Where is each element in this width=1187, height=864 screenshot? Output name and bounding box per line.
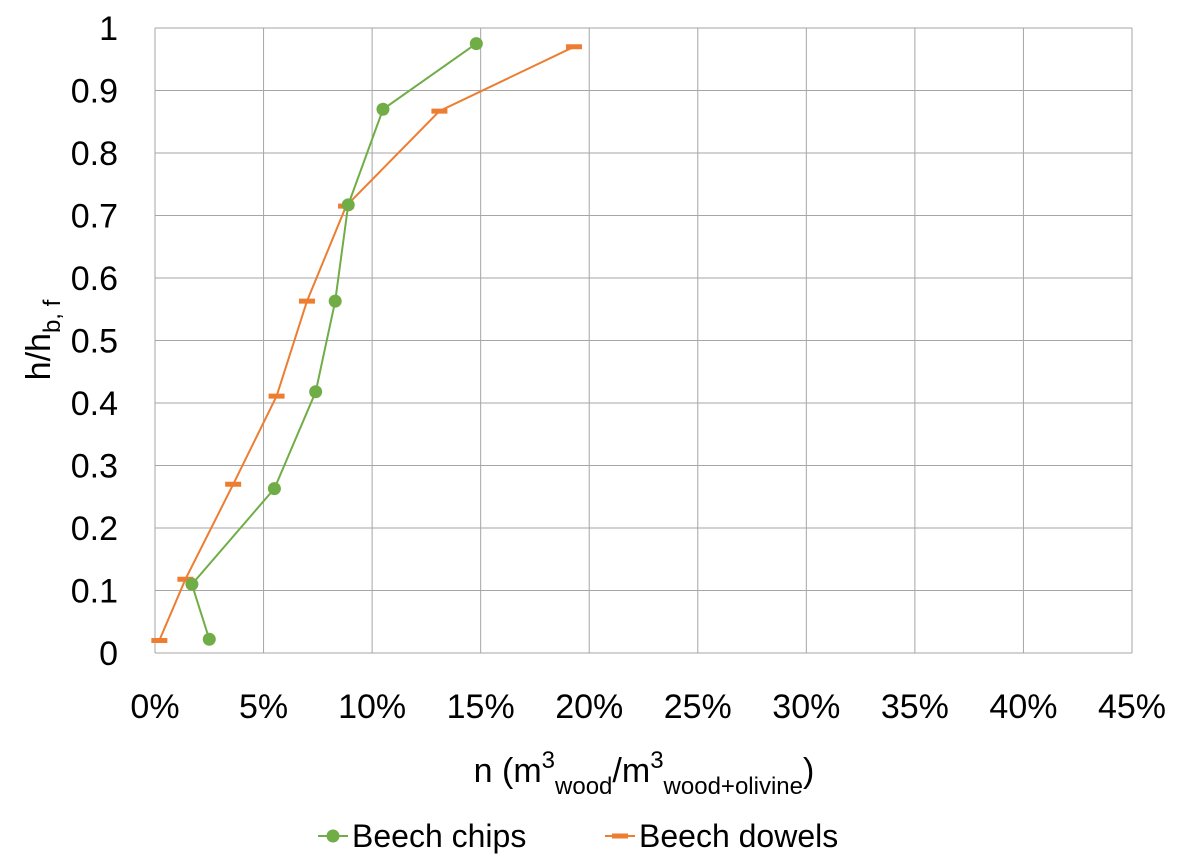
legend-marker bbox=[326, 829, 340, 843]
x-tick-labels: 0% 5% 10% 15% 20% 25% 30% 35% 40% 45% bbox=[130, 688, 1166, 726]
data-point-beech-dowels bbox=[566, 44, 583, 50]
data-point-beech-dowels bbox=[268, 393, 285, 399]
x-tick-label: 10% bbox=[338, 688, 406, 726]
legend-item-beech-dowels: Beech dowels bbox=[605, 818, 838, 854]
y-tick-label: 0.5 bbox=[71, 323, 118, 361]
legend-marker bbox=[612, 833, 628, 839]
x-tick-label: 40% bbox=[989, 688, 1057, 726]
x-axis-title: n (m3wood/m3wood+olivine) bbox=[474, 747, 815, 800]
y-tick-label: 0.4 bbox=[71, 385, 118, 423]
y-tick-label: 0 bbox=[99, 635, 118, 673]
data-point-beech-chips bbox=[328, 294, 342, 308]
y-tick-label: 0.8 bbox=[71, 135, 118, 173]
data-point-beech-chips bbox=[202, 632, 216, 646]
x-tick-label: 45% bbox=[1098, 688, 1166, 726]
data-point-beech-chips bbox=[341, 198, 355, 212]
legend-item-beech-chips: Beech chips bbox=[318, 818, 526, 854]
y-tick-label: 0.7 bbox=[71, 198, 118, 236]
y-axis-title: h/hb, f bbox=[20, 299, 66, 380]
series-line-beech-dowels bbox=[158, 45, 575, 641]
legend-label: Beech chips bbox=[352, 818, 526, 854]
x-tick-label: 30% bbox=[772, 688, 840, 726]
data-point-beech-chips bbox=[309, 385, 323, 399]
series-line-beech-chips bbox=[190, 42, 477, 640]
y-tick-label: 0.3 bbox=[71, 448, 118, 486]
data-point-beech-dowels bbox=[151, 638, 168, 643]
data-point-beech-chips bbox=[376, 102, 390, 116]
data-point-beech-chips bbox=[185, 577, 199, 591]
x-tick-label: 5% bbox=[239, 688, 288, 726]
x-tick-label: 15% bbox=[447, 688, 515, 726]
x-tick-label: 25% bbox=[664, 688, 732, 726]
data-point-beech-dowels bbox=[298, 298, 315, 304]
y-tick-label: 0.2 bbox=[71, 510, 118, 548]
data-point-beech-chips bbox=[469, 37, 483, 51]
data-point-beech-dowels bbox=[225, 481, 242, 487]
legend-label: Beech dowels bbox=[639, 818, 838, 854]
data-point-beech-dowels bbox=[431, 108, 448, 114]
x-tick-label: 20% bbox=[555, 688, 623, 726]
data-point-beech-dowels bbox=[177, 576, 194, 582]
y-tick-label: 0.6 bbox=[71, 260, 118, 298]
x-tick-label: 35% bbox=[881, 688, 949, 726]
y-tick-label: 0.1 bbox=[71, 573, 118, 611]
gridlines bbox=[154, 27, 1133, 654]
series-layer bbox=[151, 37, 583, 646]
x-tick-label: 0% bbox=[130, 688, 179, 726]
legend: Beech chips Beech dowels bbox=[318, 818, 838, 854]
data-point-beech-chips bbox=[267, 482, 281, 496]
y-tick-label: 0.9 bbox=[71, 73, 118, 111]
y-tick-labels: 0 0.1 0.2 0.3 0.4 0.5 0.6 0.7 0.8 0.9 1 bbox=[71, 10, 118, 673]
series-beech-chips bbox=[185, 37, 483, 646]
y-tick-label: 1 bbox=[99, 10, 118, 48]
